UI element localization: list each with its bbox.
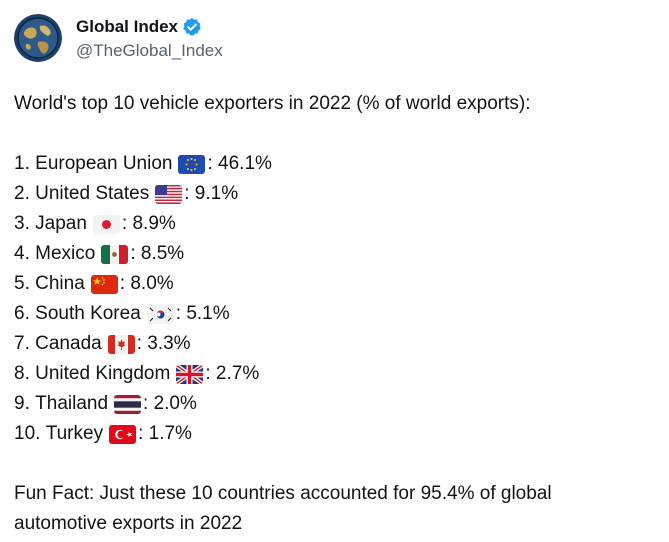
- thailand-flag-icon: [114, 394, 142, 414]
- item-rank: 5.: [14, 273, 30, 294]
- list-item: 8. United Kingdom : 2.7%: [14, 359, 655, 389]
- item-value: : 9.1%: [184, 183, 239, 204]
- uk-flag-icon: [176, 364, 204, 384]
- item-rank: 3.: [14, 213, 30, 234]
- author-names: Global Index @TheGlobal_Index: [76, 16, 223, 61]
- item-country: European Union: [35, 153, 173, 174]
- canada-flag-icon: [107, 334, 135, 354]
- spacer: [14, 119, 655, 149]
- fun-fact-text: Fun Fact: Just these 10 countries accoun…: [14, 483, 552, 534]
- globe-avatar-icon[interactable]: [14, 14, 62, 62]
- item-value: : 1.7%: [138, 423, 192, 444]
- tweet-header: Global Index @TheGlobal_Index: [14, 14, 223, 62]
- us-flag-icon: [155, 184, 183, 204]
- item-value: : 46.1%: [207, 153, 272, 174]
- list-item: 4. Mexico : 8.5%: [14, 239, 655, 269]
- china-flag-icon: [90, 274, 118, 294]
- item-country: Canada: [35, 333, 102, 354]
- list-item: 3. Japan : 8.9%: [14, 209, 655, 239]
- item-value: : 3.3%: [136, 333, 191, 354]
- list-item: 5. China : 8.0%: [14, 269, 655, 299]
- spacer: [14, 449, 655, 479]
- item-country: Turkey: [45, 423, 104, 444]
- item-rank: 6.: [14, 303, 30, 324]
- eu-flag-icon: [178, 154, 206, 174]
- list-item: 1. European Union : 46.1%: [14, 149, 655, 179]
- list-item: 7. Canada : 3.3%: [14, 329, 655, 359]
- item-country: Mexico: [35, 243, 96, 264]
- author-display-name[interactable]: Global Index: [76, 16, 179, 36]
- item-value: : 8.9%: [121, 213, 176, 234]
- item-country: South Korea: [35, 303, 141, 324]
- item-rank: 4.: [14, 243, 30, 264]
- japan-flag-icon: [92, 214, 120, 234]
- item-country: China: [35, 273, 85, 294]
- list-item: 2. United States : 9.1%: [14, 179, 655, 209]
- item-rank: 10.: [14, 423, 41, 444]
- south-korea-flag-icon: [146, 304, 174, 324]
- item-value: : 8.5%: [130, 243, 185, 264]
- list-item: 9. Thailand : 2.0%: [14, 389, 655, 419]
- item-rank: 7.: [14, 333, 30, 354]
- item-value: : 8.0%: [119, 273, 174, 294]
- item-rank: 9.: [14, 393, 30, 414]
- item-value: : 5.1%: [175, 303, 230, 324]
- item-rank: 8.: [14, 363, 30, 384]
- tweet-text: World's top 10 vehicle exporters in 2022…: [14, 89, 655, 539]
- mexico-flag-icon: [101, 244, 129, 264]
- item-country: United States: [35, 183, 150, 204]
- list-item: 10. Turkey : 1.7%: [14, 419, 655, 449]
- author-handle[interactable]: @TheGlobal_Index: [76, 40, 223, 60]
- item-country: Japan: [35, 213, 87, 234]
- intro-line: World's top 10 vehicle exporters in 2022…: [14, 93, 531, 114]
- turkey-flag-icon: [109, 424, 137, 444]
- item-rank: 1.: [14, 153, 30, 174]
- item-value: : 2.0%: [143, 393, 197, 414]
- author-name-row: Global Index: [76, 16, 223, 38]
- item-country: Thailand: [35, 393, 109, 414]
- verified-badge-icon[interactable]: [182, 17, 202, 37]
- item-rank: 2.: [14, 183, 30, 204]
- item-value: : 2.7%: [205, 363, 260, 384]
- item-country: United Kingdom: [35, 363, 171, 384]
- list-item: 6. South Korea : 5.1%: [14, 299, 655, 329]
